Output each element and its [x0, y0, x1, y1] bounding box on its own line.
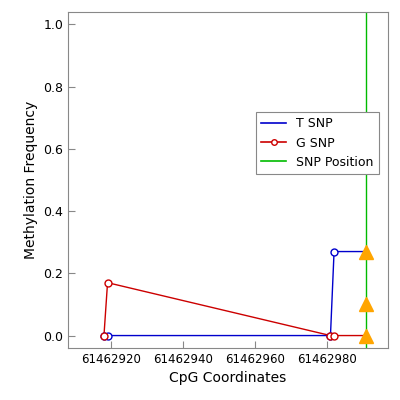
X-axis label: CpG Coordinates: CpG Coordinates: [169, 372, 287, 386]
Legend: T SNP, G SNP, SNP Position: T SNP, G SNP, SNP Position: [256, 112, 378, 174]
Y-axis label: Methylation Frequency: Methylation Frequency: [24, 101, 38, 259]
